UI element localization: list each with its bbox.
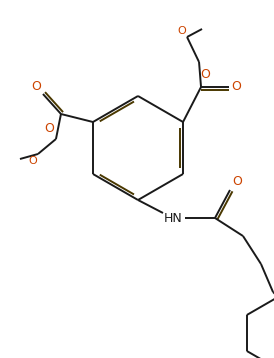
Text: O: O <box>28 156 37 166</box>
Text: O: O <box>31 80 41 93</box>
Text: O: O <box>231 81 241 93</box>
Text: O: O <box>44 122 54 135</box>
Text: O: O <box>232 175 242 188</box>
Text: O: O <box>177 26 186 36</box>
Text: O: O <box>200 68 210 81</box>
Text: HN: HN <box>164 212 182 224</box>
